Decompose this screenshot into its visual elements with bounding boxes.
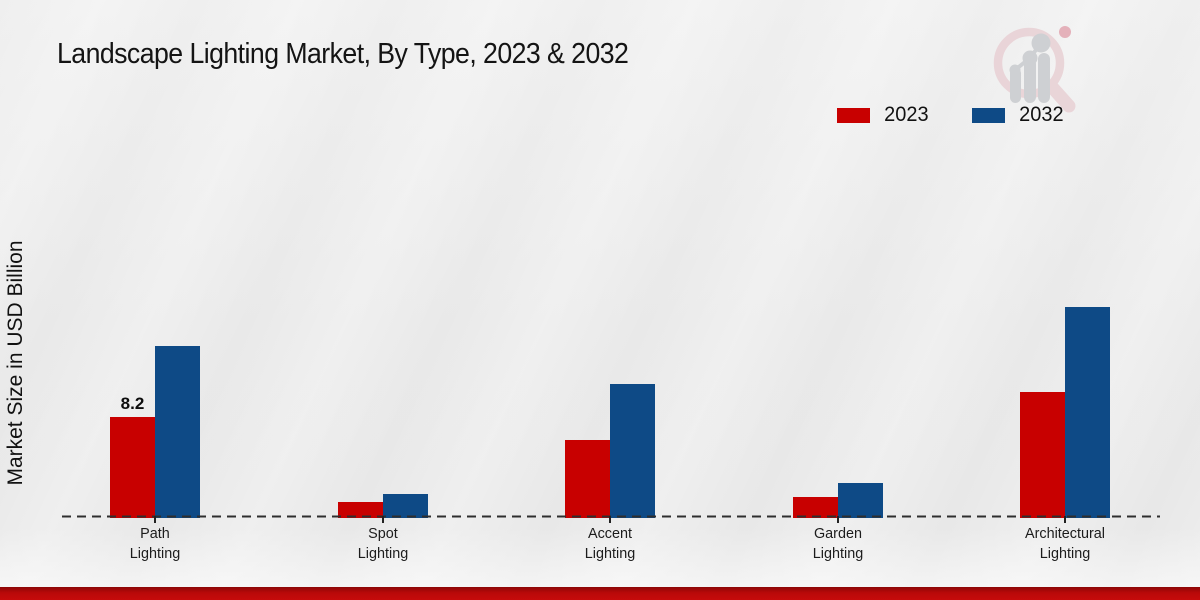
bar-2032-architectural-lighting bbox=[1065, 307, 1110, 518]
legend-item-2032: 2032 bbox=[971, 103, 1065, 127]
category-label-architectural-lighting: Architectural Lighting bbox=[1024, 525, 1106, 563]
bar-2032-path-lighting bbox=[155, 345, 200, 518]
x-axis-tick-architectural-lighting bbox=[1064, 516, 1066, 523]
bar-value-label-2023: 8.2 bbox=[120, 394, 145, 413]
bar-2032-spot-lighting bbox=[383, 494, 428, 518]
x-axis-tick-spot-lighting bbox=[382, 516, 384, 523]
bar-2023-garden-lighting bbox=[793, 496, 838, 518]
category-label-spot-lighting: Spot Lighting bbox=[357, 525, 409, 563]
legend-swatch-2032-icon bbox=[971, 107, 1005, 123]
x-axis-tick-accent-lighting bbox=[609, 516, 611, 523]
chart-title: Landscape Lighting Market, By Type, 2023… bbox=[57, 38, 629, 70]
bar-2032-accent-lighting bbox=[610, 384, 655, 518]
legend: 2023 2032 bbox=[837, 103, 1064, 127]
legend-label-2023: 2023 bbox=[884, 103, 929, 126]
bar-2023-architectural-lighting bbox=[1020, 391, 1065, 518]
bar-2023-accent-lighting bbox=[565, 439, 610, 518]
bar-2032-garden-lighting bbox=[838, 483, 883, 518]
bar-2023-path-lighting bbox=[110, 417, 155, 518]
x-axis-tick-garden-lighting bbox=[837, 516, 839, 523]
legend-item-2023: 2023 bbox=[837, 103, 930, 127]
category-label-path-lighting: Path Lighting bbox=[129, 525, 181, 563]
bar-2023-spot-lighting bbox=[338, 501, 383, 518]
magnifier-bar-chart-logo-icon bbox=[985, 20, 1095, 125]
category-label-accent-lighting: Accent Lighting bbox=[584, 525, 636, 563]
category-label-garden-lighting: Garden Lighting bbox=[812, 525, 864, 563]
bottom-red-strip bbox=[0, 587, 1200, 600]
x-axis-tick-path-lighting bbox=[154, 516, 156, 523]
legend-swatch-2023-icon bbox=[837, 107, 870, 123]
legend-label-2032: 2032 bbox=[1018, 103, 1064, 126]
